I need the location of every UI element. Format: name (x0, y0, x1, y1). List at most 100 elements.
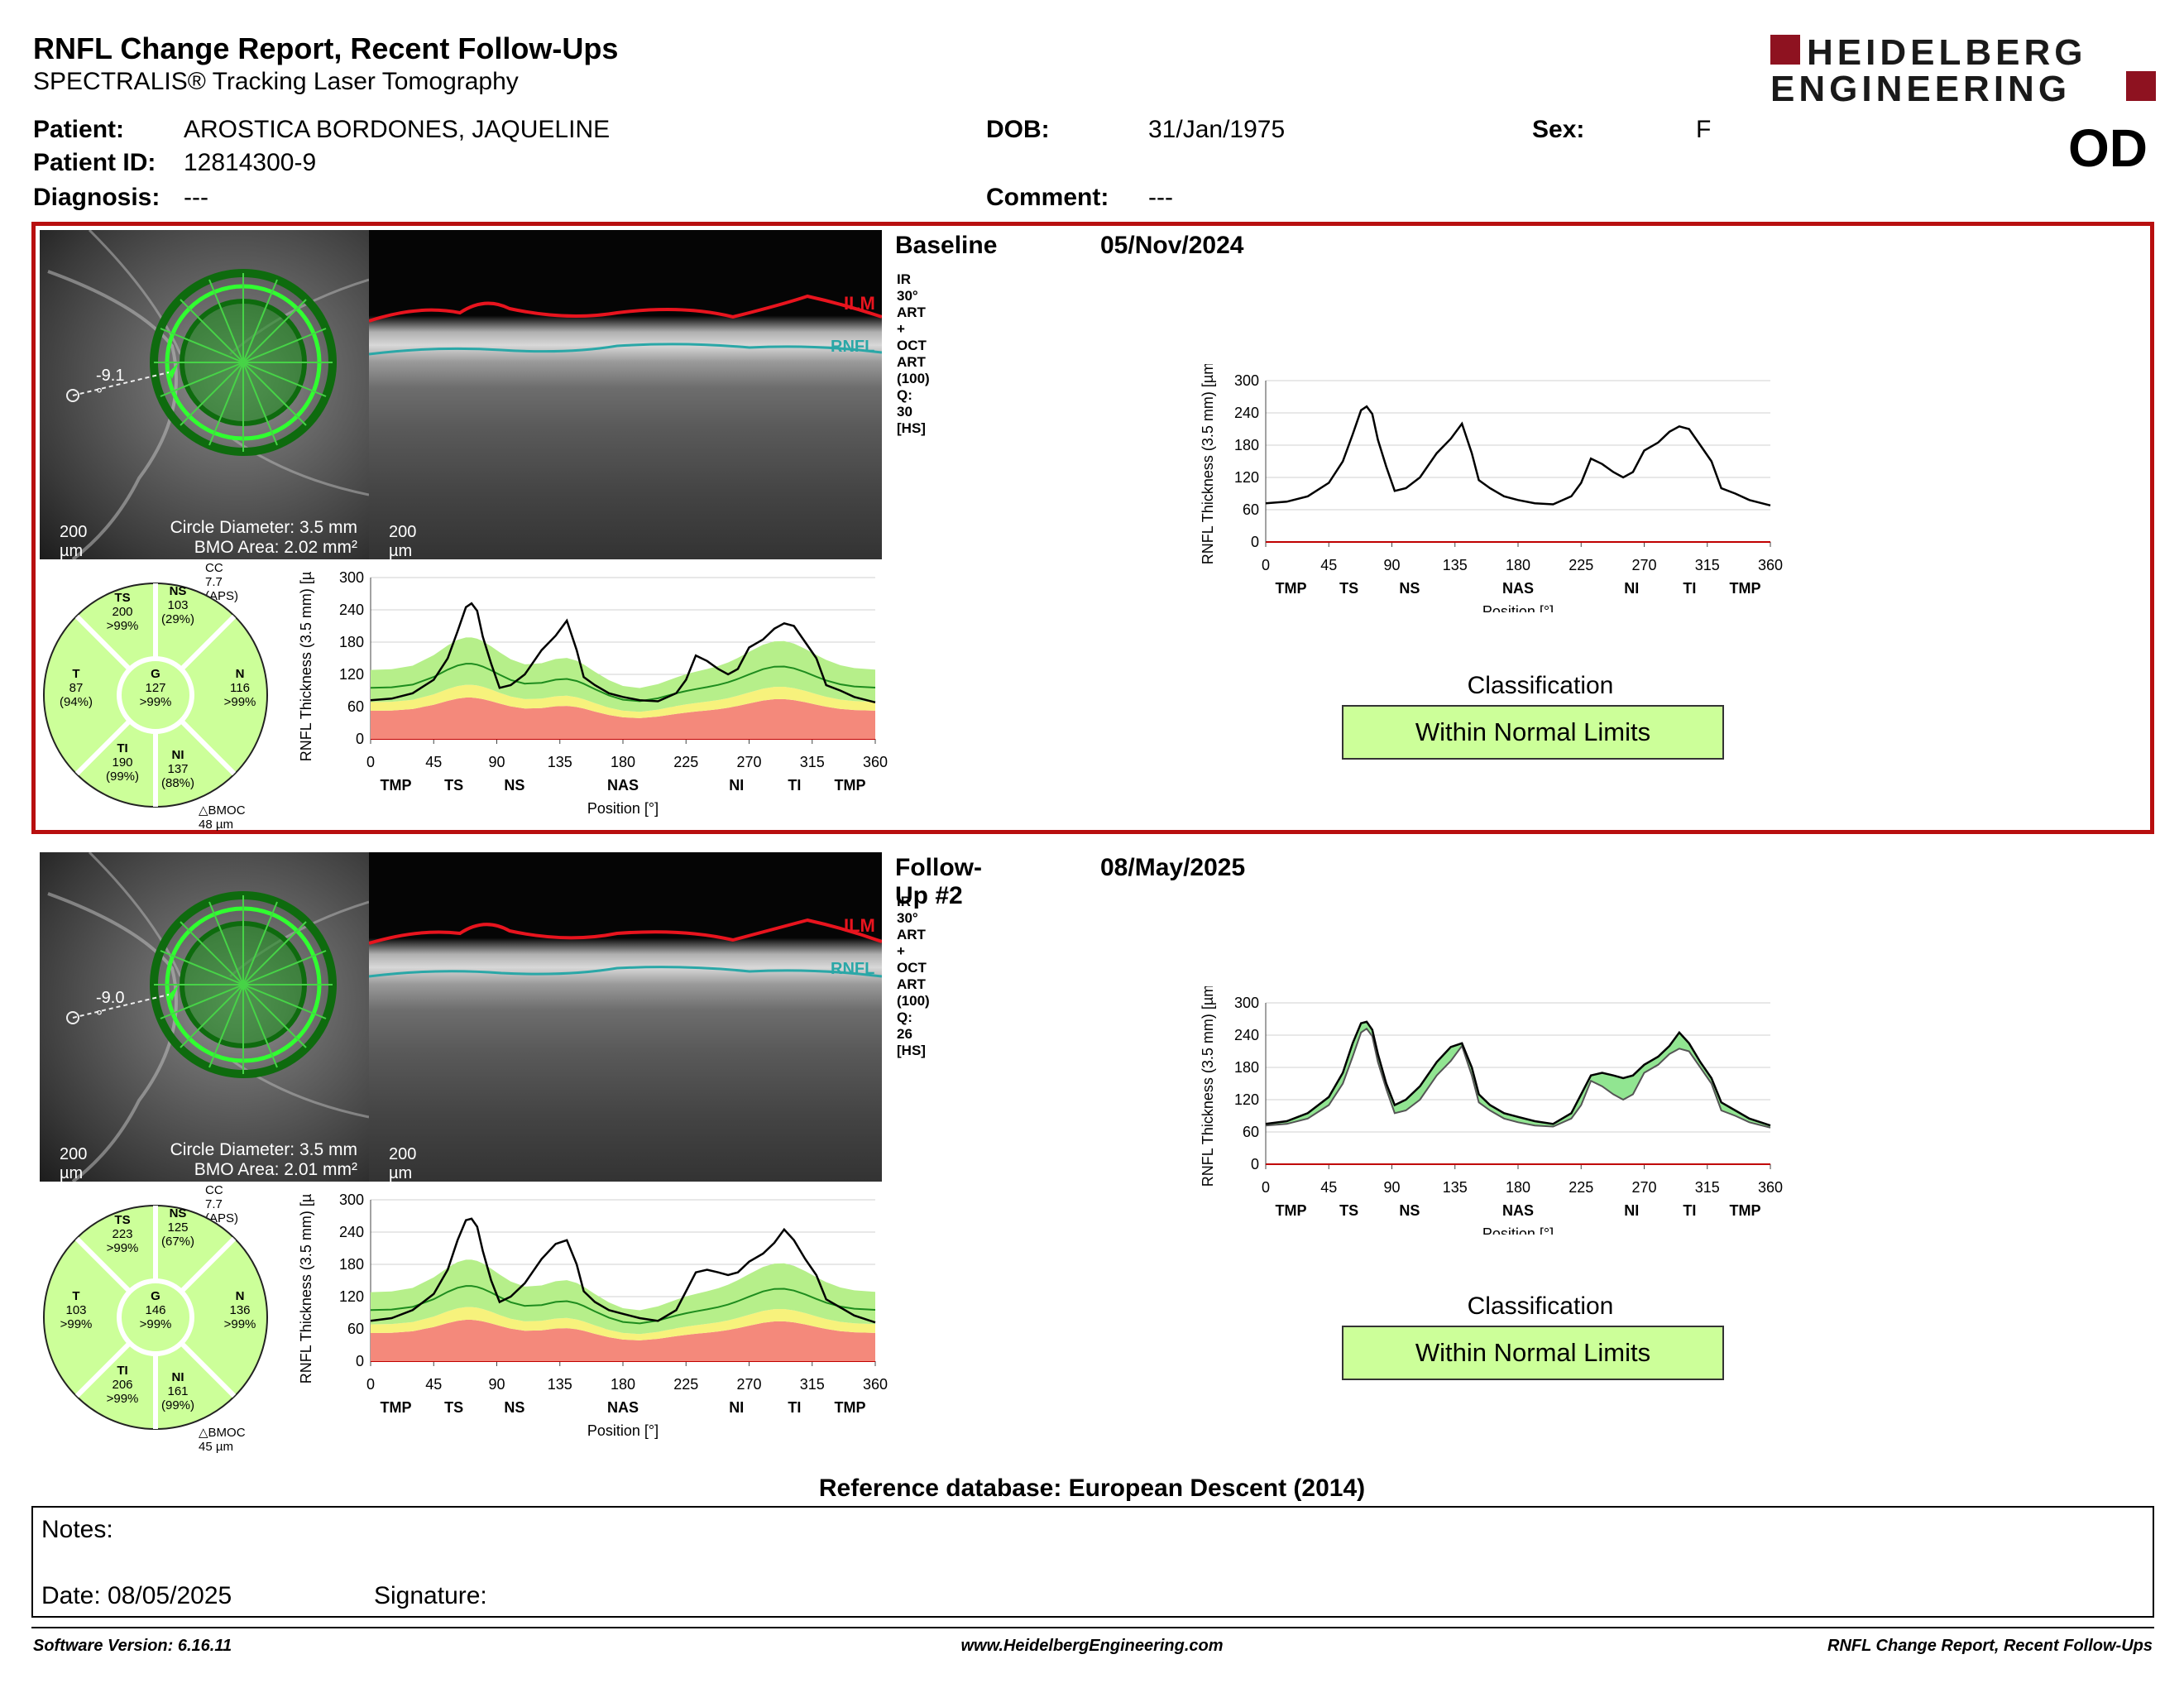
sector-label: TMP (381, 777, 412, 794)
norm-band-red (371, 1320, 875, 1361)
sector-ns: NS 103 (29%) (160, 584, 194, 626)
acquisition-info: IR 30° ART + OCT ART (100) Q: 30 [HS] (897, 271, 930, 436)
circle-diameter: Circle Diameter: 3.5 mm (170, 1140, 357, 1159)
x-axis-label: Position [°] (1482, 1225, 1554, 1235)
sector-ts: TS 200 >99% (106, 591, 139, 633)
sector-label: TMP (1276, 580, 1307, 597)
fundus-scale-bar: 200 µm (60, 1145, 88, 1182)
normative-chart: 0 60 120 180 240 300 0 45 90 135 180 225 270 315 360 TM… (298, 1177, 893, 1450)
sector-label: NS (1399, 580, 1420, 597)
sector-label: TS (444, 1399, 463, 1416)
comment-value: --- (1148, 184, 1173, 211)
y-tick-label: 180 (1234, 1059, 1259, 1076)
norm-band-green (371, 1259, 875, 1335)
sector-label: TMP (381, 1399, 412, 1416)
x-tick-label: 135 (1443, 557, 1468, 573)
sector-t: T 103 >99% (60, 1289, 93, 1331)
sector-pie (40, 579, 271, 811)
norm-band-yellow (371, 1307, 875, 1340)
sector-label: NAS (1502, 580, 1534, 597)
website: www.HeidelbergEngineering.com (960, 1637, 1224, 1655)
y-tick-label: 120 (339, 666, 364, 683)
x-tick-label: 315 (1695, 1179, 1720, 1196)
date-field: Date: 08/05/2025 (41, 1582, 232, 1609)
norm-band-green (371, 637, 875, 712)
y-tick-label: 180 (1234, 437, 1259, 453)
y-tick-label: 300 (339, 571, 364, 586)
y-tick-label: 300 (1234, 995, 1259, 1011)
footer-rule (31, 1627, 2154, 1628)
bmo-area: BMO Area: 2.02 mm² (194, 538, 357, 557)
signature-field: Signature: (374, 1582, 487, 1609)
x-tick-label: 225 (1569, 1179, 1593, 1196)
reference-database: Reference database: European Descent (20… (818, 1475, 1366, 1502)
y-axis-label: RNFL Thickness (3.5 mm) [µm] (298, 1193, 314, 1383)
x-tick-label: 270 (736, 1376, 761, 1393)
sector-label: TI (788, 777, 801, 794)
scan-title: Baseline (895, 232, 998, 259)
sector-label: TS (1339, 1202, 1358, 1219)
sector-label: TMP (1730, 580, 1761, 597)
y-tick-label: 300 (1234, 372, 1259, 389)
y-tick-label: 120 (1234, 469, 1259, 486)
x-tick-label: 45 (425, 1376, 442, 1393)
sector-g: G 146 >99% (139, 1289, 172, 1331)
footer-report-name: RNFL Change Report, Recent Follow-Ups (1827, 1637, 2153, 1655)
x-tick-label: 180 (611, 1376, 635, 1393)
norm-band-yellow (371, 684, 875, 718)
x-tick-label: 315 (800, 754, 825, 770)
sector-g: G 127 >99% (139, 667, 172, 709)
y-axis-label: RNFL Thickness (3.5 mm) [µm] (1200, 986, 1216, 1187)
logo-line2: ENGINEERING (1770, 69, 2071, 106)
baseline-highlight-frame (31, 222, 2154, 834)
sector-label: TMP (835, 777, 866, 794)
notes-label: Notes: (41, 1516, 113, 1543)
comment-label: Comment: (986, 184, 1109, 211)
sector-label: TI (1683, 580, 1696, 597)
y-tick-label: 300 (339, 1193, 364, 1208)
y-tick-label: 240 (1234, 1027, 1259, 1043)
dob-label: DOB: (986, 116, 1050, 143)
sector-ns: NS 125 (67%) (160, 1206, 194, 1249)
oct-scale-bar: 200 µm (389, 523, 417, 560)
sector-label: NAS (607, 1399, 639, 1416)
scan-angle: -9.1 ° (96, 367, 125, 404)
oct-bscan (369, 852, 882, 1182)
x-tick-label: 270 (1631, 557, 1656, 573)
acquisition-info: IR 30° ART + OCT ART (100) Q: 26 [HS] (897, 894, 930, 1058)
y-tick-label: 120 (1234, 1091, 1259, 1108)
thickness-line (370, 1217, 876, 1324)
y-tick-label: 60 (1243, 1124, 1259, 1140)
sector-label: TS (1339, 580, 1358, 597)
scan-date: 05/Nov/2024 (1100, 232, 1244, 259)
notes-box: Notes: Date: 08/05/2025 Signature: (31, 1506, 2154, 1618)
x-tick-label: 45 (1320, 1179, 1337, 1196)
x-tick-label: 360 (863, 754, 888, 770)
bmoc-value: △BMOC 48 µm (199, 803, 246, 832)
logo-line1: HEIDELBERG (1807, 32, 2086, 73)
x-tick-label: 360 (1758, 557, 1783, 573)
x-tick-label: 315 (1695, 557, 1720, 573)
x-tick-label: 90 (1383, 557, 1400, 573)
y-tick-label: 0 (1251, 534, 1259, 550)
sector-label: TMP (1730, 1202, 1761, 1219)
circle-diameter: Circle Diameter: 3.5 mm (170, 518, 357, 537)
diagnosis-value: --- (184, 184, 208, 211)
heidelberg-logo: HEIDELBERG ENGINEERING (1770, 31, 2159, 109)
diagnosis-label: Diagnosis: (33, 184, 160, 211)
rnfl-label: RNFL (831, 338, 875, 356)
report-title: RNFL Change Report, Recent Follow-Ups (33, 31, 619, 65)
eye-indicator: OD (2068, 118, 2148, 178)
x-tick-label: 180 (1506, 557, 1530, 573)
sector-label: NS (1399, 1202, 1420, 1219)
patient-id-label: Patient ID: (33, 149, 156, 176)
y-tick-label: 120 (339, 1288, 364, 1305)
change-area (1266, 1021, 1770, 1128)
x-tick-label: 135 (1443, 1179, 1468, 1196)
report-subtitle: SPECTRALIS® Tracking Laser Tomography (33, 68, 519, 95)
classification-result: Within Normal Limits (1342, 705, 1724, 760)
x-tick-label: 90 (1383, 1179, 1400, 1196)
y-tick-label: 60 (347, 1321, 364, 1337)
y-tick-label: 240 (339, 1224, 364, 1240)
sector-ti: TI 190 (99%) (105, 741, 139, 784)
